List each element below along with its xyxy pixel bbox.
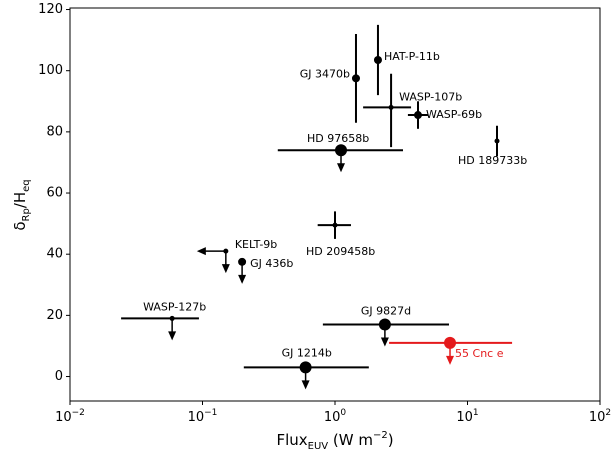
point-label: HD 97658b: [307, 132, 369, 145]
x-tick-label: 101: [456, 408, 478, 425]
point-label: GJ 9827d: [361, 305, 411, 318]
arrow-head: [238, 274, 247, 284]
point-label: HAT-P-11b: [384, 50, 440, 63]
x-tick-label: 10−2: [55, 408, 85, 425]
x-label-part: (W m: [328, 431, 373, 449]
y-tick-label: 40: [46, 247, 63, 262]
point: [332, 222, 338, 228]
x-tick-base: 10: [589, 410, 606, 425]
x-tick-label: 100: [324, 408, 347, 425]
x-tick-label: 10−1: [188, 408, 218, 425]
point: [494, 138, 500, 144]
point: [351, 74, 360, 83]
arrow-head: [221, 264, 230, 274]
y-tick-label: 0: [55, 369, 63, 384]
point-label: HD 209458b: [306, 245, 375, 258]
point-label: GJ 436b: [250, 257, 293, 270]
point: [299, 361, 312, 374]
x-tick-exponent: 0: [340, 408, 346, 418]
point: [223, 248, 229, 254]
point-label: WASP-127b: [143, 300, 206, 313]
point-label: 55 Cnc e: [455, 347, 504, 360]
arrow-head: [337, 163, 346, 173]
point-label: WASP-107b: [399, 90, 462, 103]
point-label: GJ 3470b: [300, 67, 350, 80]
x-tick-exponent: −2: [72, 408, 85, 418]
y-axis-label: δRp/Heq: [11, 179, 32, 230]
point: [388, 104, 394, 110]
point: [413, 111, 422, 120]
point: [335, 144, 348, 157]
x-label-part: ): [388, 431, 394, 449]
x-tick-base: 10: [456, 410, 473, 425]
point: [169, 315, 175, 321]
y-label-part: /H: [11, 192, 29, 208]
y-tick-label: 60: [46, 186, 63, 201]
arrow-head: [446, 355, 455, 365]
x-tick-exponent: −1: [204, 408, 217, 418]
point-label: KELT-9b: [235, 238, 277, 251]
x-axis-label: FluxEUV (W m−2): [276, 430, 393, 452]
point-label: GJ 1214b: [282, 346, 332, 359]
x-tick-exponent: 1: [473, 408, 479, 418]
x-tick-label: 102: [589, 408, 611, 425]
y-label-part: δ: [11, 221, 29, 230]
x-label-sub: EUV: [308, 441, 329, 452]
x-label-part: Flux: [276, 431, 307, 449]
arrow-head: [301, 380, 310, 390]
point: [238, 257, 247, 266]
x-tick-base: 10: [324, 410, 341, 425]
point: [373, 55, 382, 64]
y-label-sub: Rp: [21, 208, 32, 221]
y-tick-label: 20: [46, 308, 63, 323]
point-label: HD 189733b: [458, 154, 527, 167]
point-label: WASP-69b: [426, 108, 482, 121]
point: [444, 336, 457, 349]
arrow-head: [196, 247, 206, 256]
x-tick-exponent: 2: [605, 408, 611, 418]
point: [378, 318, 391, 331]
x-tick-base: 10: [55, 410, 72, 425]
y-tick-label: 80: [46, 124, 63, 139]
y-tick-label: 100: [38, 63, 63, 78]
y-label-sub: eq: [21, 179, 32, 192]
arrow-head: [168, 331, 177, 341]
y-tick-label: 120: [38, 2, 63, 17]
x-tick-base: 10: [188, 410, 205, 425]
arrow-head: [380, 337, 389, 347]
x-label-sup: −2: [373, 430, 388, 441]
